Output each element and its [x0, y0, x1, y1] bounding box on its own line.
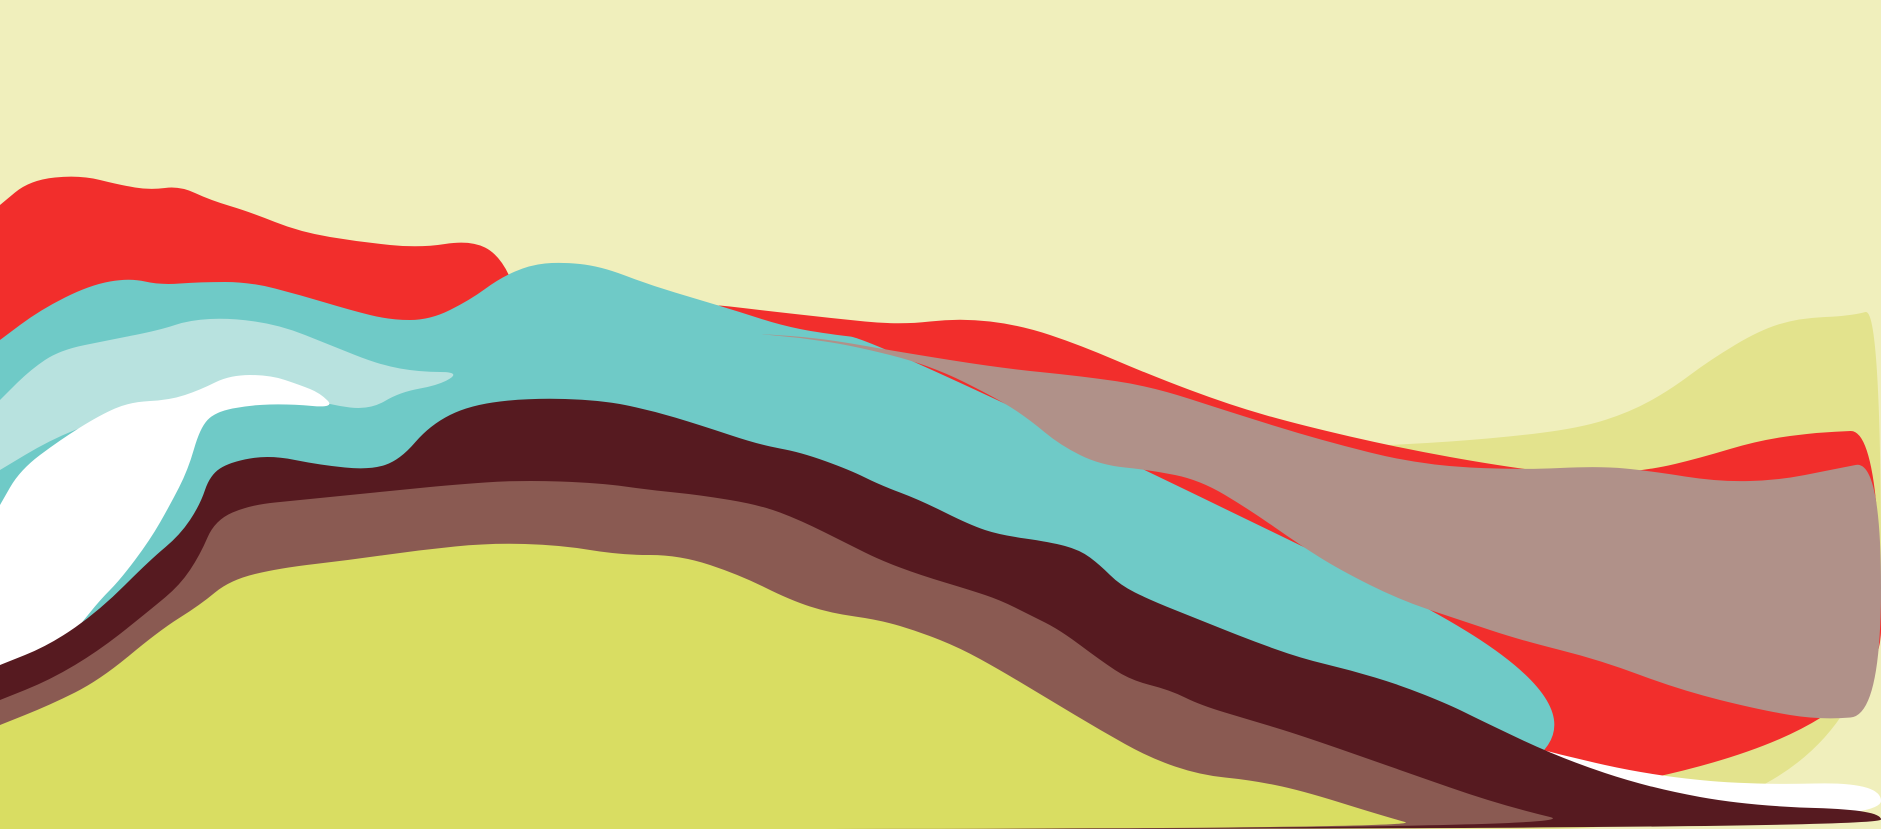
light-teal-band — [0, 318, 454, 470]
white-band-left — [0, 375, 330, 675]
yellow-green-band — [0, 543, 1406, 829]
mauve-band — [760, 334, 1881, 719]
